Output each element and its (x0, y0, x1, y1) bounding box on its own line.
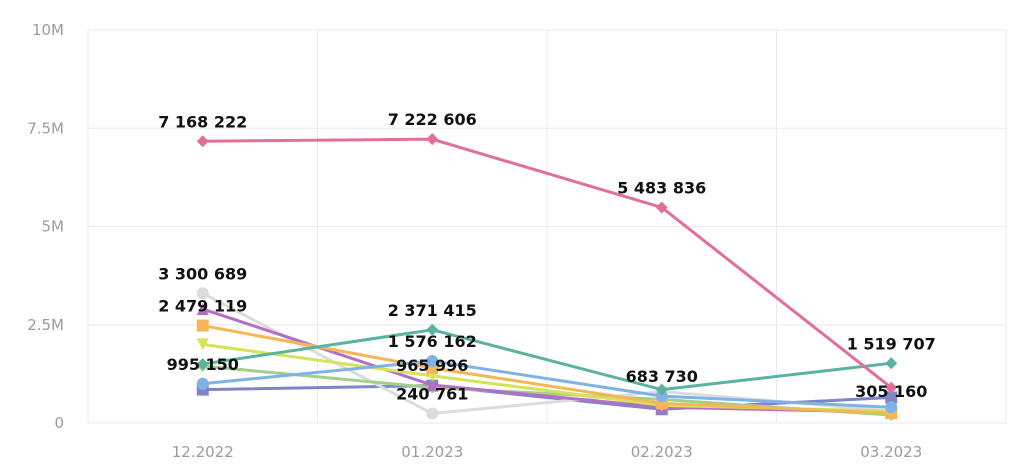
data-label: 7 222 606 (388, 110, 477, 129)
data-label: 1 519 707 (847, 334, 936, 353)
series-line (202, 137, 893, 389)
y-tick-label: 0 (54, 414, 64, 432)
series-line (202, 328, 892, 392)
series-line (202, 359, 892, 409)
data-point (655, 201, 668, 214)
data-label: 995 150 (167, 355, 239, 374)
data-point (885, 391, 898, 404)
data-point (885, 357, 898, 370)
data-label: 683 730 (626, 367, 698, 386)
data-point (426, 379, 439, 392)
y-axis: 0 2.5M 5M 7.5M 10M (27, 21, 64, 432)
data-point (196, 358, 209, 371)
data-label: 3 300 689 (158, 264, 247, 283)
data-point (196, 377, 209, 390)
data-point (196, 319, 209, 332)
x-tick-label: 02.2023 (631, 443, 693, 461)
x-tick-label: 03.2023 (860, 443, 922, 461)
data-point (426, 323, 439, 336)
data-point (196, 303, 209, 316)
data-label: 5 483 836 (617, 178, 706, 197)
data-point (885, 381, 898, 394)
x-axis: 12.2022 01.2023 02.2023 03.2023 (172, 443, 923, 461)
data-point (196, 338, 209, 351)
series-layer (196, 133, 898, 422)
y-tick-label: 10M (32, 21, 64, 39)
series (196, 323, 898, 396)
grid (87, 29, 1007, 424)
y-tick-label: 5M (42, 218, 65, 236)
data-point (655, 383, 668, 396)
data-point (426, 407, 439, 420)
y-tick-label: 2.5M (27, 316, 64, 334)
data-label: 2 479 119 (158, 297, 247, 316)
data-point (426, 133, 439, 146)
data-point (655, 390, 668, 403)
y-tick-label: 7.5M (27, 119, 64, 137)
data-label: 7 168 222 (158, 112, 247, 131)
data-label: 965 996 (396, 356, 468, 375)
data-point (196, 135, 209, 148)
x-tick-label: 12.2022 (172, 443, 234, 461)
series (196, 133, 898, 394)
data-point (885, 401, 898, 414)
data-point (196, 287, 209, 300)
data-point (426, 355, 439, 368)
data-label: 1 576 162 (388, 332, 477, 351)
data-label: 240 761 (396, 385, 468, 404)
x-tick-label: 01.2023 (401, 443, 463, 461)
data-label: 305 160 (855, 382, 927, 401)
data-label: 2 371 415 (388, 301, 477, 320)
data-labels: 7 168 222 7 222 606 5 483 836 3 300 689 2 47… (158, 110, 936, 403)
series (196, 355, 898, 414)
